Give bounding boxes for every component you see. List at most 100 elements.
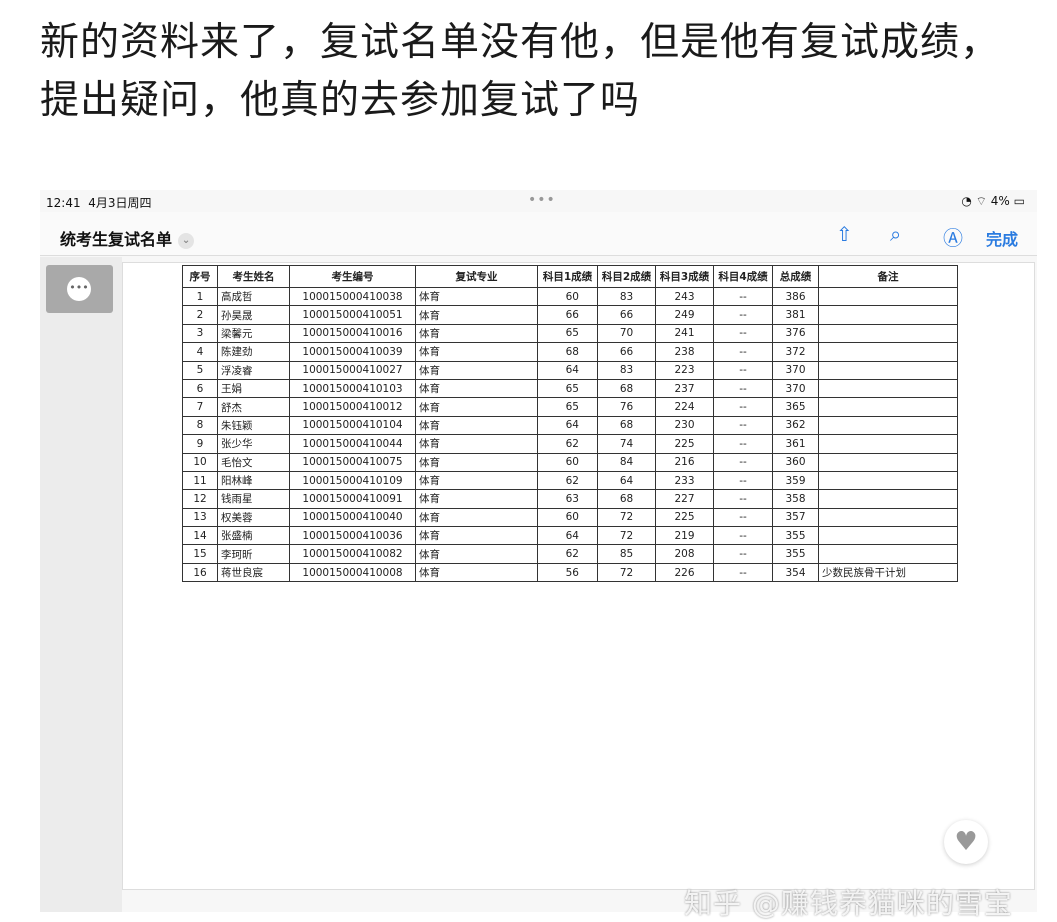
more-icon[interactable]: ••• — [67, 277, 91, 301]
table-cell: 226 — [655, 562, 714, 583]
table-cell: 68 — [597, 378, 656, 399]
markup-icon[interactable]: Ⓐ — [943, 226, 963, 250]
nav-bar: 统考生复试名单 ⌄ ⇧ ⌕ Ⓐ 完成 — [40, 212, 1037, 256]
table-cell: 钱雨星 — [217, 489, 290, 509]
table-cell: 65 — [537, 323, 598, 344]
watermark: 知乎 @赚钱养猫咪的雪宝 — [684, 887, 1013, 920]
table-cell: 体育 — [415, 489, 538, 509]
chevron-down-icon[interactable]: ⌄ — [178, 233, 195, 249]
table-row: 11 阳林峰 100015000410109 体育 62 64 233 -- 359 — [182, 470, 958, 491]
table-cell: 体育 — [415, 452, 538, 472]
table-cell — [818, 342, 958, 362]
post-text: 新的资料来了，复试名单没有他，但是他有复试成绩，提出疑问，他真的去参加复试了吗 — [40, 20, 1001, 123]
table-cell: 15 — [182, 544, 218, 564]
table-cell: 224 — [655, 397, 714, 417]
table-cell: 76 — [597, 397, 656, 417]
table-cell: 体育 — [415, 286, 538, 307]
table-cell: 68 — [597, 415, 656, 436]
table-cell: -- — [713, 544, 773, 564]
table-cell: 8 — [182, 415, 218, 436]
table-cell: 100015000410008 — [289, 562, 416, 583]
column-header: 科目3成绩 — [655, 265, 714, 288]
column-header: 总成绩 — [772, 265, 819, 288]
table-row: 10 毛怡文 100015000410075 体育 60 84 216 -- 360 — [182, 452, 958, 472]
table-cell: 233 — [655, 470, 714, 491]
title-text: 统考生复试名单 — [60, 230, 173, 249]
table-cell: 223 — [655, 360, 714, 380]
table-cell: 230 — [655, 415, 714, 436]
table-row: 12 钱雨星 100015000410091 体育 63 68 227 -- 358 — [182, 489, 958, 509]
table-cell: 100015000410044 — [289, 434, 416, 454]
battery-percent: 4% — [990, 194, 1010, 208]
table-cell — [818, 489, 958, 509]
table-cell: 225 — [655, 434, 714, 454]
table-row: 1 高成哲 100015000410038 体育 60 83 243 -- 386 — [182, 286, 958, 307]
table-cell: 阳林峰 — [217, 470, 290, 491]
table-cell: 241 — [655, 323, 714, 344]
table-cell: 68 — [537, 342, 598, 362]
time: 12:41 — [46, 196, 81, 210]
table-cell: 370 — [772, 360, 819, 380]
table-cell: 6 — [182, 378, 218, 399]
table-row: 14 张盛楠 100015000410036 体育 64 72 219 -- 355 — [182, 526, 958, 546]
table-cell: 65 — [537, 378, 598, 399]
table-cell: -- — [713, 434, 773, 454]
table-cell: 74 — [597, 434, 656, 454]
table-cell — [818, 470, 958, 491]
table-cell: 60 — [537, 452, 598, 472]
column-header: 科目4成绩 — [713, 265, 773, 288]
table-cell: 100015000410040 — [289, 507, 416, 528]
done-button[interactable]: 完成 — [986, 230, 1019, 249]
like-heart-icon[interactable]: ♥ — [944, 820, 988, 864]
table-row: 16 蒋世良宸 100015000410008 体育 56 72 226 -- 354 少数民族骨… — [182, 562, 958, 583]
table-cell: 386 — [772, 286, 819, 307]
search-icon[interactable]: ⌕ — [890, 222, 902, 246]
table-cell — [818, 526, 958, 546]
multitask-dots[interactable]: ••• — [528, 192, 556, 208]
table-cell: 63 — [537, 489, 598, 509]
table-cell: 62 — [537, 470, 598, 491]
table-cell: 体育 — [415, 397, 538, 417]
table-cell: 2 — [182, 305, 218, 325]
table-row: 4 陈建劲 100015000410039 体育 68 66 238 -- 372 — [182, 342, 958, 362]
table-cell: 227 — [655, 489, 714, 509]
document-title[interactable]: 统考生复试名单 ⌄ — [60, 226, 195, 250]
table-cell: 83 — [597, 360, 656, 380]
column-header: 科目2成绩 — [597, 265, 656, 288]
table-cell — [818, 452, 958, 472]
table-cell: 354 — [772, 562, 819, 583]
table-cell: 100015000410103 — [289, 378, 416, 399]
table-cell: 3 — [182, 323, 218, 344]
table-cell: 66 — [597, 305, 656, 325]
table-cell: 13 — [182, 507, 218, 528]
table-row: 7 舒杰 100015000410012 体育 65 76 224 -- 365 — [182, 397, 958, 417]
table-cell: 王娟 — [217, 378, 290, 399]
table-cell: 体育 — [415, 507, 538, 528]
table-cell: -- — [713, 489, 773, 509]
table-row: 8 朱钰颖 100015000410104 体育 64 68 230 -- 362 — [182, 415, 958, 436]
table-cell: 100015000410038 — [289, 286, 416, 307]
page-thumbnail[interactable]: ••• — [46, 265, 113, 313]
table-cell: -- — [713, 286, 773, 307]
table-cell: 体育 — [415, 434, 538, 454]
table-cell: 83 — [597, 286, 656, 307]
column-header: 备注 — [818, 265, 958, 288]
table-cell: 10 — [182, 452, 218, 472]
share-icon[interactable]: ⇧ — [836, 222, 853, 246]
table-cell: 5 — [182, 360, 218, 380]
table-cell: 243 — [655, 286, 714, 307]
table-cell: -- — [713, 452, 773, 472]
table-cell: 权美蓉 — [217, 507, 290, 528]
table-cell: 216 — [655, 452, 714, 472]
table-cell: 100015000410039 — [289, 342, 416, 362]
table-cell: 张盛楠 — [217, 526, 290, 546]
table-cell: 孙昊晟 — [217, 305, 290, 325]
table-cell — [818, 378, 958, 399]
table-cell: 浮凌睿 — [217, 360, 290, 380]
table-cell — [818, 415, 958, 436]
table-cell: -- — [713, 378, 773, 399]
table-cell: 60 — [537, 507, 598, 528]
table-cell: 62 — [537, 544, 598, 564]
table-cell: -- — [713, 415, 773, 436]
table-cell: 60 — [537, 286, 598, 307]
